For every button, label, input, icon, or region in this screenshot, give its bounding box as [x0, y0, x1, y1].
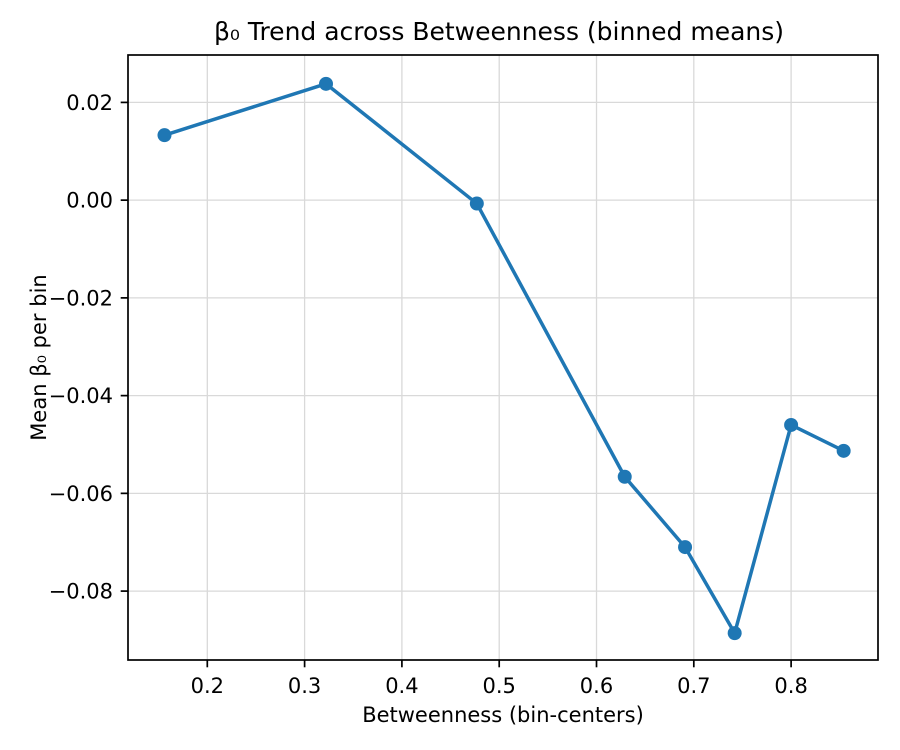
y-axis-label: Mean β₀ per bin — [27, 274, 51, 440]
x-tick-label: 0.6 — [580, 674, 613, 698]
chart-title: β₀ Trend across Betweenness (binned mean… — [214, 17, 784, 46]
data-point-marker — [784, 417, 799, 432]
data-point-marker — [727, 626, 742, 641]
grid-layer — [128, 55, 878, 660]
series-layer — [157, 76, 851, 641]
data-point-marker — [469, 196, 484, 211]
data-point-marker — [157, 128, 172, 143]
tick-labels-layer: 0.2 0.3 0.4 0.5 0.6 0.7 0.8 0.02 0.00 −0.02 −0.04 −… — [49, 91, 808, 698]
x-tick-label: 0.7 — [677, 674, 710, 698]
axes-layer — [120, 54, 879, 668]
x-tick-label: 0.5 — [483, 674, 516, 698]
data-point-marker — [319, 76, 334, 91]
x-axis-label: Betweenness (bin-centers) — [362, 703, 644, 727]
y-tick-label: 0.00 — [66, 189, 113, 213]
trend-line — [162, 82, 846, 635]
data-point-marker — [617, 469, 632, 484]
plot-frame — [127, 54, 879, 661]
y-tick-label: −0.04 — [49, 384, 113, 408]
x-tick-label: 0.8 — [774, 674, 807, 698]
data-point-marker — [678, 540, 693, 555]
y-tick-label: 0.02 — [66, 91, 113, 115]
x-tick-label: 0.4 — [385, 674, 418, 698]
data-point-marker — [836, 443, 851, 458]
y-tick-label: −0.02 — [49, 286, 113, 310]
x-tick-label: 0.3 — [288, 674, 321, 698]
x-tick-label: 0.2 — [191, 674, 224, 698]
y-tick-label: −0.06 — [49, 482, 113, 506]
y-tick-label: −0.08 — [49, 580, 113, 604]
